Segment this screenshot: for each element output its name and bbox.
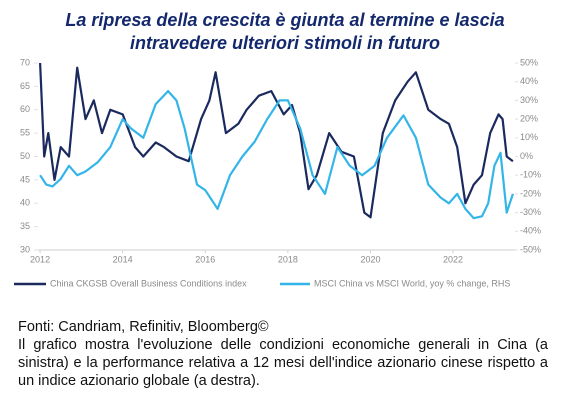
y-tick-label: 35: [20, 221, 30, 231]
y2-tick-label: -50%: [520, 244, 541, 254]
title-line: La ripresa della crescita è giunta al te…: [65, 10, 505, 30]
x-tick-label: 2020: [360, 254, 380, 264]
legend-label: China CKGSB Overall Business Conditions …: [50, 278, 247, 288]
y-tick-label: 30: [20, 244, 30, 254]
y2-tick-label: 40%: [520, 76, 538, 86]
series-line: [39, 62, 514, 219]
y2-tick-label: 30%: [520, 95, 538, 105]
y-tick-label: 55: [20, 128, 30, 138]
title-line: intravedere ulteriori stimoli in futuro: [129, 33, 441, 53]
x-tick-label: 2016: [195, 254, 215, 264]
y-tick-label: 50: [20, 151, 30, 161]
y2-tick-label: -40%: [520, 226, 541, 236]
x-tick-label: 2018: [278, 254, 298, 264]
y-tick-label: 70: [20, 57, 30, 67]
source: Fonti: Candriam, Refinitiv, Bloomberg©: [18, 319, 269, 335]
y2-tick-label: 20%: [520, 113, 538, 123]
y-tick-label: 60: [20, 104, 30, 114]
x-tick-label: 2022: [443, 254, 463, 264]
x-tick-label: 2012: [30, 254, 50, 264]
y-tick-label: 45: [20, 174, 30, 184]
legend-label: MSCI China vs MSCI World, yoy % change, …: [314, 278, 510, 288]
note: Il grafico mostra l'evoluzione delle con…: [18, 337, 548, 389]
y2-tick-label: 50%: [520, 57, 538, 67]
y2-tick-label: 0%: [520, 151, 533, 161]
x-tick-label: 2014: [113, 254, 133, 264]
y-tick-label: 40: [20, 198, 30, 208]
y2-tick-label: 10%: [520, 132, 538, 142]
y2-tick-label: -30%: [520, 207, 541, 217]
y2-tick-label: -20%: [520, 188, 541, 198]
series-line: [39, 90, 514, 220]
y2-tick-label: -10%: [520, 170, 541, 180]
y-tick-label: 65: [20, 81, 30, 91]
